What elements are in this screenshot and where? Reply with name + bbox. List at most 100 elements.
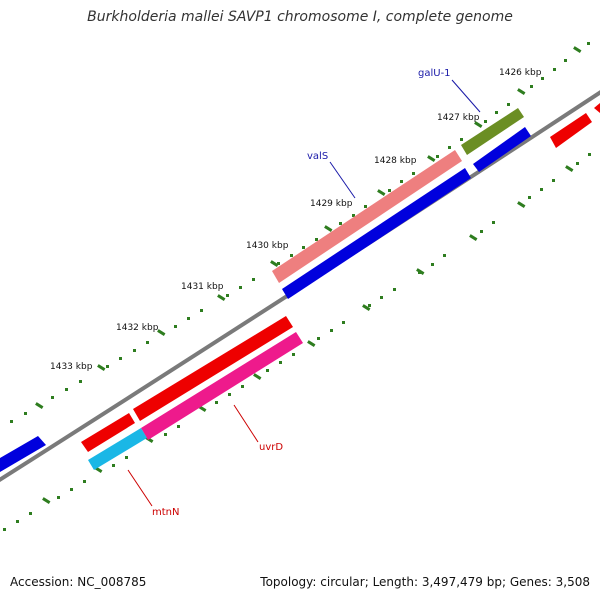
tick-dot xyxy=(342,321,345,324)
tick-dot xyxy=(57,496,60,499)
gene-feature-blue[interactable] xyxy=(282,168,471,299)
tick-dot xyxy=(431,263,434,266)
tick-mark xyxy=(517,201,526,208)
kbp-labels: 1426 kbp 1427 kbp 1428 kbp 1429 kbp 1430… xyxy=(50,68,542,372)
tick-dot xyxy=(528,196,531,199)
outer-ruler xyxy=(10,42,590,423)
genes-label: Genes: xyxy=(509,575,552,589)
tick-dot xyxy=(492,221,495,224)
accession-info: Accession: NC_008785 xyxy=(10,575,146,589)
gene-label-mtnN[interactable]: mtnN xyxy=(152,507,179,518)
kbp-label: 1432 kbp xyxy=(116,323,159,333)
tick-dot xyxy=(460,138,463,141)
leader-galU-1 xyxy=(451,79,481,113)
tick-dot xyxy=(368,304,371,307)
tick-dot xyxy=(541,77,544,80)
gene-feature-red[interactable] xyxy=(81,413,135,452)
tick-dot xyxy=(317,337,320,340)
tick-mark xyxy=(565,165,574,172)
tick-dot xyxy=(290,254,293,257)
tick-mark xyxy=(469,234,478,241)
tick-dot xyxy=(252,278,255,281)
tick-mark xyxy=(573,46,582,53)
tick-dot xyxy=(495,111,498,114)
gene-feature-red[interactable] xyxy=(133,316,293,421)
tick-mark xyxy=(35,402,44,409)
gene-feature-blue[interactable] xyxy=(473,127,531,172)
length-value: 3,497,479 bp xyxy=(421,575,502,589)
tick-dot xyxy=(226,294,229,297)
tick-mark xyxy=(97,364,106,371)
tick-mark xyxy=(362,304,371,311)
tick-dot xyxy=(339,222,342,225)
tick-dot xyxy=(480,230,483,233)
tick-dot xyxy=(239,286,242,289)
tick-dot xyxy=(443,254,446,257)
tick-dot xyxy=(412,172,415,175)
tick-dot xyxy=(448,146,451,149)
tick-dot xyxy=(3,528,6,531)
tick-mark xyxy=(377,189,386,196)
tick-dot xyxy=(10,420,13,423)
kbp-label: 1429 kbp xyxy=(310,199,353,209)
leader-mtnN xyxy=(127,469,153,507)
tick-dot xyxy=(164,433,167,436)
tick-mark xyxy=(157,329,166,336)
tick-dot xyxy=(79,380,82,383)
kbp-label: 1433 kbp xyxy=(50,362,93,372)
tick-dot xyxy=(24,412,27,415)
tick-dot xyxy=(530,85,533,88)
tick-dot xyxy=(266,369,269,372)
tick-dot xyxy=(553,68,556,71)
gene-feature-red[interactable] xyxy=(594,103,600,113)
tick-mark xyxy=(324,225,333,232)
gene-valS[interactable] xyxy=(272,150,462,283)
gene-label-galU-1[interactable]: galU-1 xyxy=(418,68,451,79)
tick-mark xyxy=(474,121,483,128)
tick-dot xyxy=(364,205,367,208)
tick-dot xyxy=(393,288,396,291)
gene-mtnN[interactable] xyxy=(88,428,147,470)
leader-uvrD xyxy=(233,404,259,443)
tick-dot xyxy=(388,189,391,192)
tick-dot xyxy=(177,425,180,428)
tick-dot xyxy=(588,153,591,156)
gene-galU-1[interactable] xyxy=(461,108,524,155)
label-leaders xyxy=(127,79,481,507)
map-title: Burkholderia mallei SAVP1 chromosome I, … xyxy=(87,9,513,25)
gene-label-uvrD[interactable]: uvrD xyxy=(259,442,283,453)
gene-feature-red[interactable] xyxy=(550,113,592,148)
kbp-label: 1428 kbp xyxy=(374,156,417,166)
kbp-label: 1426 kbp xyxy=(499,68,542,78)
tick-mark xyxy=(517,88,526,95)
tick-mark xyxy=(217,294,226,301)
topology-label: Topology: xyxy=(260,575,317,589)
tick-mark xyxy=(307,340,316,347)
tick-dot xyxy=(484,120,487,123)
accession-value: NC_008785 xyxy=(77,575,147,589)
kbp-label: 1427 kbp xyxy=(437,113,480,123)
tick-dot xyxy=(146,341,149,344)
tick-dot xyxy=(112,464,115,467)
accession-label: Accession: xyxy=(10,575,74,589)
gene-feature-blue[interactable] xyxy=(0,436,46,472)
tick-dot xyxy=(564,59,567,62)
tick-dot xyxy=(119,357,122,360)
tick-dot xyxy=(540,188,543,191)
tick-mark xyxy=(42,497,51,504)
tick-dot xyxy=(302,246,305,249)
tick-mark xyxy=(270,260,279,267)
gene-uvrD[interactable] xyxy=(141,332,303,440)
kbp-label: 1431 kbp xyxy=(181,282,224,292)
tick-dot xyxy=(277,262,280,265)
tick-dot xyxy=(587,42,590,45)
tick-dot xyxy=(200,309,203,312)
gene-label-valS[interactable]: valS xyxy=(307,151,328,162)
tick-dot xyxy=(228,393,231,396)
tick-mark xyxy=(427,155,436,162)
tick-dot xyxy=(133,349,136,352)
tick-dot xyxy=(330,329,333,332)
tick-dot xyxy=(292,353,295,356)
tick-dot xyxy=(187,317,190,320)
